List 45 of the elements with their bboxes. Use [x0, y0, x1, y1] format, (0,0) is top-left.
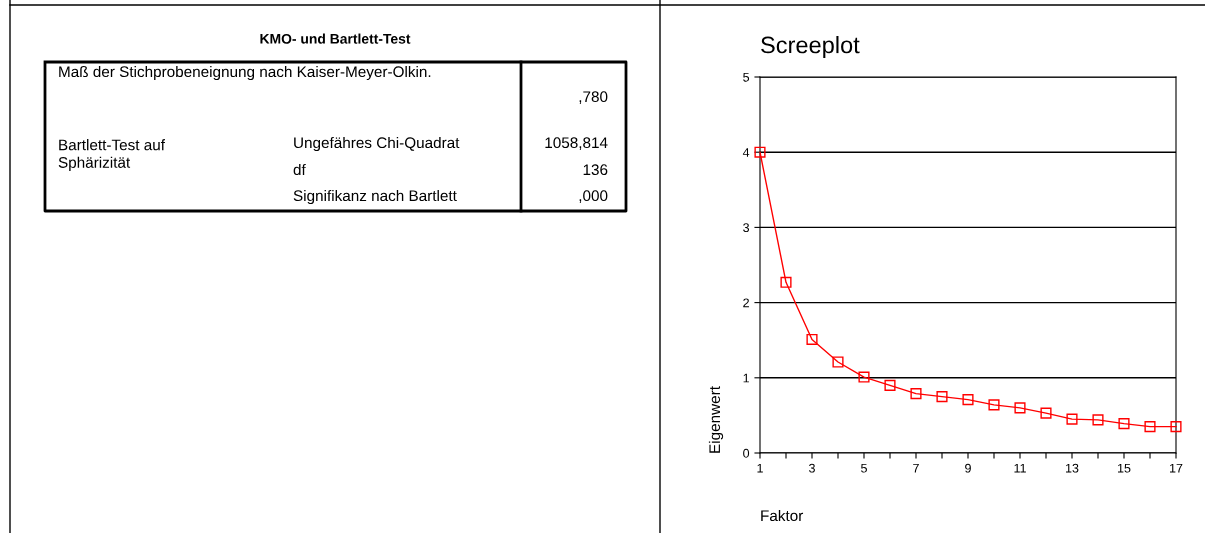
point: [780, 276, 792, 288]
point: [1118, 418, 1130, 430]
x-tick-label: 1: [757, 463, 763, 473]
text: KMO- und Bartlett-Test: [260, 33, 411, 44]
point: [962, 394, 974, 406]
point: [884, 379, 896, 391]
x-tick-label: 5: [861, 463, 867, 473]
text: ,000: [579, 190, 608, 203]
x-tick-label: 9: [965, 463, 971, 473]
point: [1092, 414, 1104, 426]
point: [1170, 421, 1182, 433]
point: [754, 146, 766, 158]
y-tick-label: 4: [742, 148, 750, 157]
y-axis-title: Eigenwert: [708, 386, 724, 453]
text: df: [293, 163, 306, 176]
point: [806, 333, 818, 346]
x-axis-title: Faktor: [761, 509, 804, 522]
point: [1040, 407, 1052, 419]
point: [936, 391, 948, 403]
point: [858, 371, 870, 383]
x-tick-label: 7: [913, 463, 919, 473]
y-tick-label: 0: [743, 448, 750, 458]
point: [1066, 413, 1078, 425]
y-tick-label: 1: [743, 373, 749, 383]
x-tick-label: 15: [1118, 463, 1131, 473]
text: ,780: [579, 91, 608, 104]
text: Signifikanz nach Bartlett: [293, 189, 457, 205]
point: [1144, 421, 1156, 433]
y-tick-label: 3: [743, 223, 750, 233]
y-tick-label: 2: [743, 298, 749, 308]
x-tick-label: 13: [1066, 463, 1079, 473]
x-tick-label: 11: [1014, 463, 1026, 473]
text: Maß der Stichprobeneignung nach Kaiser-Meyer-Olkin.: [59, 65, 431, 81]
text: Bartlett-Test auf Sphärizität: [58, 139, 166, 171]
text: 136: [583, 164, 608, 176]
point: [910, 388, 922, 400]
point: [1014, 402, 1026, 414]
chart-title: Screeplot: [761, 36, 860, 58]
y-tick-label: 5: [743, 72, 750, 82]
text: Ungefähres Chi-Quadrat: [294, 136, 460, 152]
x-tick-label: 17: [1170, 463, 1183, 473]
text: 1058,814: [545, 137, 608, 150]
x-tick-label: 3: [809, 463, 815, 473]
point: [988, 399, 1000, 411]
point: [832, 356, 844, 368]
